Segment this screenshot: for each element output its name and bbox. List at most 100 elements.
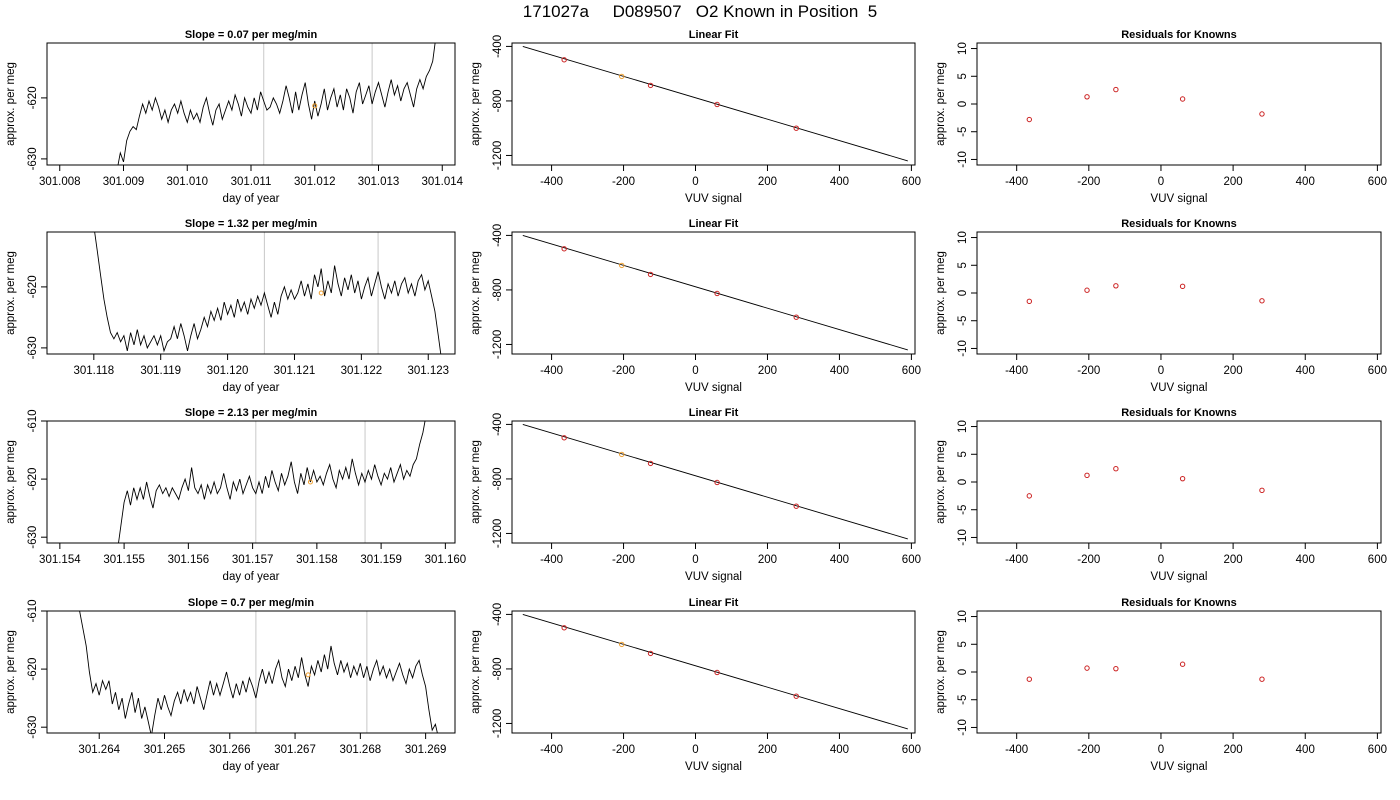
x-tick-label: 400 (1296, 365, 1315, 377)
y-tick-label: -400 (492, 35, 504, 58)
panel-2-1: Residuals for Knowns -400 -200 0 200 400 600 10… (935, 218, 1387, 394)
x-tick-label: 301.122 (341, 365, 383, 377)
y-tick-label: -1200 (492, 519, 504, 548)
plot-area (1026, 283, 1265, 305)
plot-frame (46, 231, 456, 355)
x-tick-label: 0 (692, 176, 698, 188)
x-tick-label: 301.157 (232, 554, 274, 566)
x-tick-label: 301.118 (73, 365, 114, 377)
x-tick-label: -400 (540, 365, 563, 377)
panel-title: Linear Fit (689, 407, 739, 419)
data-point (714, 479, 720, 486)
data-point (1113, 86, 1119, 93)
panel-title: Linear Fit (689, 29, 739, 41)
data-point (714, 101, 720, 108)
panel-2-2: Residuals for Knowns -400 -200 0 200 400 600 10… (935, 407, 1387, 583)
y-tick-label: 10 (957, 231, 969, 244)
x-tick-label: 301.266 (209, 744, 251, 756)
x-axis-label: VUV signal (685, 571, 742, 583)
x-tick-label: 0 (1158, 554, 1164, 566)
y-tick-label: -400 (492, 603, 504, 626)
y-tick-label: 10 (957, 42, 969, 55)
x-tick-label: 301.013 (358, 176, 400, 188)
x-tick-label: 301.160 (425, 554, 467, 566)
y-axis-label: approx. per meg (470, 251, 482, 335)
y-tick-label: -1200 (492, 709, 504, 738)
plot-area (94, 232, 442, 354)
x-tick-label: 301.121 (274, 365, 316, 377)
x-tick-label: 600 (1368, 554, 1387, 566)
panel-0-0: Slope = 0.07 per meg/min 301.008 301.009 30… (5, 29, 464, 205)
data-point (1084, 287, 1090, 293)
y-tick-label: -630 (27, 147, 39, 170)
x-axis-label: day of year (223, 382, 280, 394)
y-tick-label: -620 (27, 658, 39, 681)
y-tick-label: -800 (492, 657, 504, 680)
panel-0-2: Slope = 2.13 per meg/min 301.154 301.155 30… (5, 407, 466, 583)
y-axis-label: approx. per meg (5, 440, 17, 524)
y-tick-label: -1200 (492, 141, 504, 170)
plot-area (1026, 465, 1265, 499)
y-tick-label: -800 (492, 278, 504, 301)
y-axis-label: approx. per meg (935, 630, 947, 714)
panel-1-3: Linear Fit -400 -200 0 200 400 600 -400 -800 -120… (470, 597, 921, 773)
data-point (1113, 465, 1119, 472)
x-tick-label: -200 (612, 365, 635, 377)
figure-title: 171027a D089507 O2 Known in Position 5 (522, 2, 878, 21)
plot-area (1026, 86, 1265, 123)
x-tick-label: 600 (902, 554, 921, 566)
panel-1-1: Linear Fit -400 -200 0 200 400 600 -400 -800 -120… (470, 218, 921, 394)
y-tick-label: 5 (957, 641, 969, 647)
panel-2-0: Residuals for Knowns -400 -200 0 200 400 600 10… (935, 29, 1387, 205)
plot-area (1026, 661, 1265, 682)
panel-title: Slope = 2.13 per meg/min (185, 407, 318, 419)
data-point (647, 460, 654, 467)
x-tick-label: -400 (1005, 744, 1028, 756)
y-axis-label: approx. per meg (470, 440, 482, 524)
x-tick-label: 0 (1158, 176, 1164, 188)
x-axis-label: VUV signal (685, 193, 742, 205)
x-tick-label: 301.159 (360, 554, 402, 566)
x-tick-label: 301.268 (340, 744, 382, 756)
x-tick-label: 301.012 (294, 176, 336, 188)
plot-frame (511, 420, 916, 544)
x-tick-label: 200 (758, 176, 777, 188)
x-tick-label: 0 (1158, 744, 1164, 756)
y-tick-label: -10 (957, 151, 969, 168)
data-point (714, 669, 720, 676)
x-tick-label: 200 (1224, 554, 1243, 566)
x-tick-label: -200 (612, 554, 635, 566)
signal-trace (118, 421, 426, 543)
plot-frame (46, 610, 456, 734)
y-tick-label: -620 (27, 86, 39, 109)
y-tick-label: 0 (957, 290, 969, 296)
x-tick-label: 600 (1368, 744, 1387, 756)
data-point (1259, 487, 1265, 494)
plot-frame (976, 420, 1382, 544)
x-tick-label: 600 (1368, 365, 1387, 377)
y-tick-label: -400 (492, 224, 504, 247)
y-tick-label: 0 (957, 101, 969, 107)
data-point (1084, 472, 1090, 479)
y-tick-label: -620 (27, 468, 39, 491)
x-tick-label: 400 (830, 365, 849, 377)
x-tick-label: 301.008 (39, 176, 81, 188)
x-axis-label: day of year (223, 193, 280, 205)
x-tick-label: 301.014 (421, 176, 463, 188)
plot-frame (511, 42, 916, 166)
x-tick-label: 301.265 (144, 744, 186, 756)
plot-frame (976, 610, 1382, 734)
mean-marker (307, 479, 313, 485)
plot-frame (976, 231, 1382, 355)
x-tick-label: 200 (758, 744, 777, 756)
y-tick-label: -630 (27, 716, 39, 739)
data-point (1179, 96, 1186, 102)
y-tick-label: -10 (957, 719, 969, 736)
y-axis-label: approx. per meg (5, 251, 17, 335)
x-axis-label: VUV signal (685, 382, 742, 394)
x-tick-label: -400 (1005, 176, 1028, 188)
x-tick-label: 600 (902, 176, 921, 188)
data-point (1259, 298, 1265, 304)
x-tick-label: 301.154 (39, 554, 81, 566)
y-axis-label: approx. per meg (5, 62, 17, 146)
